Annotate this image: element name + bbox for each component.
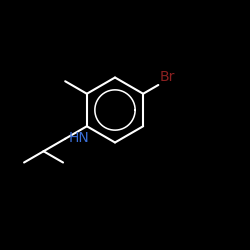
- Text: HN: HN: [69, 130, 90, 144]
- Text: Br: Br: [160, 70, 175, 84]
